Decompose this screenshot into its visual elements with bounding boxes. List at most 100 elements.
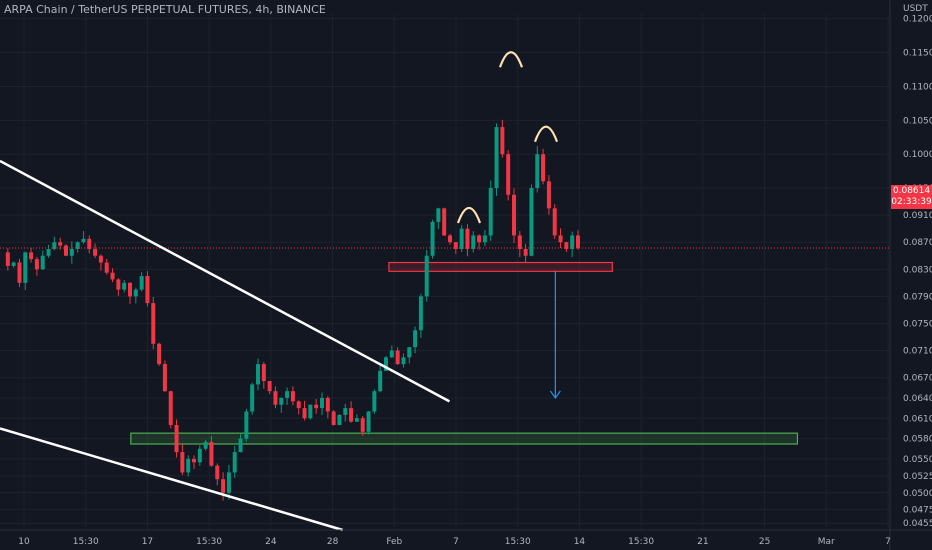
time-tick: Mar xyxy=(818,537,835,547)
candle-body xyxy=(523,248,528,256)
candle-body xyxy=(162,364,167,392)
candle-body xyxy=(58,242,63,246)
candle-body xyxy=(331,411,336,426)
bar-countdown: 02:33:39 xyxy=(891,197,932,207)
time-tick: 15:30 xyxy=(73,537,99,547)
candle-body xyxy=(564,242,569,249)
candle-body xyxy=(98,255,103,263)
candle-body xyxy=(541,154,546,182)
candle-body xyxy=(226,472,231,493)
head-arc xyxy=(498,51,524,68)
time-tick: 7 xyxy=(885,537,891,547)
candle-body xyxy=(558,235,563,243)
candle-body xyxy=(576,235,580,249)
candle-body xyxy=(418,296,423,331)
candle-body xyxy=(337,414,342,426)
candle-body xyxy=(261,364,266,382)
time-tick: 15:30 xyxy=(628,537,654,547)
candle-body xyxy=(168,391,173,426)
time-tick: 25 xyxy=(759,537,770,547)
time-tick: 21 xyxy=(697,537,708,547)
candle-body xyxy=(302,408,307,419)
grid xyxy=(0,14,890,530)
time-tick: 15:30 xyxy=(505,537,531,547)
currency-label: USDT xyxy=(903,4,928,14)
candle-body xyxy=(546,181,551,209)
candle-body xyxy=(366,411,371,432)
candle-body xyxy=(506,154,511,195)
candle-body xyxy=(378,370,383,392)
candle-body xyxy=(69,248,74,256)
candle-body xyxy=(517,235,522,249)
candle-body xyxy=(349,408,354,422)
right-shoulder-arc xyxy=(533,125,559,143)
candle-body xyxy=(453,242,458,249)
candle-body xyxy=(5,252,10,266)
candle-body xyxy=(244,411,249,439)
candle-body xyxy=(122,282,127,290)
candle-body xyxy=(471,235,476,249)
candle-body xyxy=(494,127,499,189)
time-tick: 15:30 xyxy=(196,537,222,547)
time-tick: 10 xyxy=(18,537,30,547)
candle-body xyxy=(290,391,295,402)
candle-body xyxy=(256,364,260,385)
candle-body xyxy=(279,397,284,405)
candle-body xyxy=(139,276,144,290)
price-tick: 0.04550 xyxy=(903,519,932,529)
candle-body xyxy=(104,262,109,273)
last-price-value: 0.08614 xyxy=(892,186,931,196)
candle-body xyxy=(372,391,377,412)
candle-body xyxy=(436,208,441,222)
target-arrow-head xyxy=(549,390,561,399)
candle-body xyxy=(64,245,68,256)
candle-body xyxy=(157,343,162,365)
candle-body xyxy=(52,242,57,249)
candle-body xyxy=(488,188,493,236)
candle-body xyxy=(110,272,115,280)
candle-body xyxy=(87,238,92,249)
candle-body xyxy=(285,391,290,398)
candle-body xyxy=(552,208,557,236)
time-tick: 17 xyxy=(142,537,153,547)
chart-header: ARPA Chain / TetherUS PERPETUAL FUTURES,… xyxy=(4,3,326,16)
time-tick: 14 xyxy=(574,537,586,547)
candle-body xyxy=(535,154,540,189)
candle-body xyxy=(128,282,132,297)
candle-body xyxy=(34,259,39,270)
candle-body xyxy=(250,384,255,412)
support-zone xyxy=(130,432,799,445)
time-tick: Feb xyxy=(386,537,402,547)
candle-body xyxy=(459,228,464,249)
candle-body xyxy=(180,452,185,473)
candle-body xyxy=(401,357,406,365)
candle-body xyxy=(413,330,418,348)
candle-body xyxy=(133,289,138,297)
candle-body xyxy=(75,242,80,249)
candle-body xyxy=(482,235,487,243)
candle-body xyxy=(17,262,22,283)
candle-body xyxy=(448,235,452,243)
left-shoulder-arc xyxy=(456,206,482,224)
candle-body xyxy=(151,303,156,344)
candle-body xyxy=(81,238,86,243)
upper-trendline xyxy=(0,159,451,403)
candle-body xyxy=(192,458,196,463)
time-tick: 7 xyxy=(453,537,459,547)
candle-body xyxy=(40,255,45,270)
